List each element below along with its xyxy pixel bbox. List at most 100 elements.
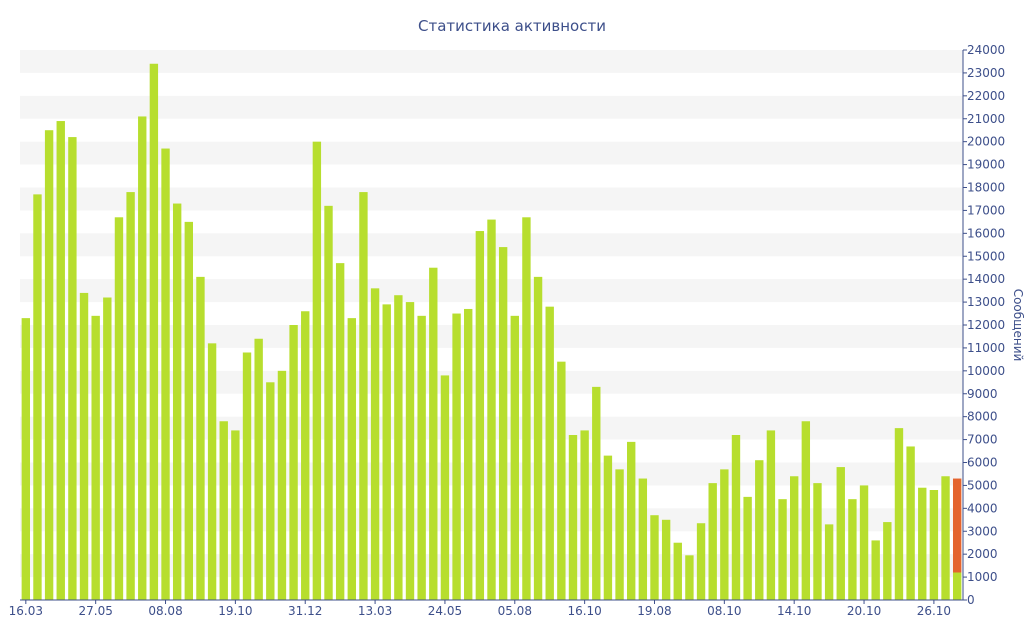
bar [929, 490, 939, 600]
x-tick-label: 19.08 [637, 604, 671, 618]
bar [33, 194, 42, 600]
bar [149, 63, 159, 600]
y-tick-label: 5000 [967, 478, 998, 492]
grid-band [20, 187, 963, 211]
y-tick-label: 22000 [967, 89, 1005, 103]
grid-band [20, 95, 963, 119]
bar [242, 352, 252, 600]
y-tick-label: 24000 [967, 43, 1005, 57]
bar [359, 192, 368, 601]
x-tick-label: 16.03 [9, 604, 43, 618]
bar [755, 460, 764, 600]
x-tick-label: 27.05 [78, 604, 112, 618]
bar [266, 382, 275, 600]
bar [790, 476, 799, 600]
bar [720, 469, 729, 600]
bar [231, 430, 240, 600]
bar [568, 435, 578, 600]
bar [21, 318, 31, 600]
bar [394, 295, 403, 600]
bar [859, 485, 869, 600]
bar [522, 217, 531, 600]
bar [545, 306, 554, 600]
bar [848, 499, 857, 600]
bar [172, 203, 182, 600]
y-tick-label: 17000 [967, 203, 1005, 217]
bar [254, 338, 263, 600]
y-tick-label: 21000 [967, 112, 1005, 126]
bar [603, 455, 613, 600]
x-tick-label: 14.10 [777, 604, 811, 618]
y-tick-label: 4000 [967, 501, 998, 515]
bar [894, 428, 904, 600]
bar [289, 325, 298, 600]
bar [312, 141, 322, 600]
bar [650, 515, 659, 600]
bar [219, 421, 228, 600]
y-tick-label: 0 [967, 593, 975, 607]
x-tick-label: 13.03 [358, 604, 392, 618]
bar [56, 121, 65, 601]
bar [883, 522, 892, 600]
bar [813, 483, 822, 600]
bar [464, 308, 473, 600]
y-tick-label: 8000 [967, 410, 998, 424]
bar [696, 523, 706, 600]
y-tick-label: 11000 [967, 341, 1005, 355]
bar [952, 572, 962, 600]
bar [324, 205, 333, 601]
y-tick-label: 16000 [967, 226, 1005, 240]
bar [452, 313, 461, 600]
x-tick-label: 05.08 [498, 604, 532, 618]
y-axis-label: Сообщений [1011, 289, 1024, 362]
x-tick-label: 24.05 [428, 604, 462, 618]
bar [615, 469, 624, 600]
bar [475, 231, 485, 600]
y-tick-label: 20000 [967, 135, 1005, 149]
bar [673, 542, 682, 600]
bar [871, 540, 880, 600]
y-tick-label: 10000 [967, 364, 1005, 378]
x-tick-label: 19.10 [218, 604, 252, 618]
bar [510, 315, 519, 600]
y-tick-label: 12000 [967, 318, 1005, 332]
bar [778, 499, 787, 600]
y-tick-label: 7000 [967, 433, 998, 447]
bar [440, 375, 450, 600]
bar [277, 370, 287, 600]
y-tick-label: 3000 [967, 524, 998, 538]
y-axis-ticks: 0 1000 2000 3000 4000 5000 6000 7000 8000 9000 100… [963, 43, 1005, 607]
bar [91, 315, 100, 600]
bar [196, 276, 205, 600]
grid-band [20, 50, 963, 73]
x-tick-label: 16.10 [567, 604, 601, 618]
bar [184, 221, 193, 600]
x-tick-label: 20.10 [847, 604, 881, 618]
bar [638, 478, 648, 600]
bar [533, 276, 543, 600]
bar [44, 130, 54, 601]
bar [685, 555, 694, 600]
bar [405, 302, 415, 600]
bar [417, 315, 426, 600]
bar [301, 311, 310, 600]
bar [429, 267, 438, 600]
x-tick-label: 08.10 [707, 604, 741, 618]
grid-band [20, 141, 963, 165]
bar [661, 519, 671, 600]
bar [801, 421, 811, 600]
bar [731, 435, 741, 600]
bar [68, 137, 77, 601]
y-tick-label: 13000 [967, 295, 1005, 309]
bar [161, 148, 170, 600]
x-tick-label: 31.12 [288, 604, 322, 618]
bar [487, 219, 496, 601]
bar [103, 297, 112, 600]
bar [138, 116, 147, 600]
y-tick-label: 1000 [967, 570, 998, 584]
bar [766, 430, 776, 600]
bar-series [21, 63, 962, 601]
bar [79, 292, 89, 600]
bar [347, 318, 356, 600]
x-tick-label: 26.10 [917, 604, 951, 618]
